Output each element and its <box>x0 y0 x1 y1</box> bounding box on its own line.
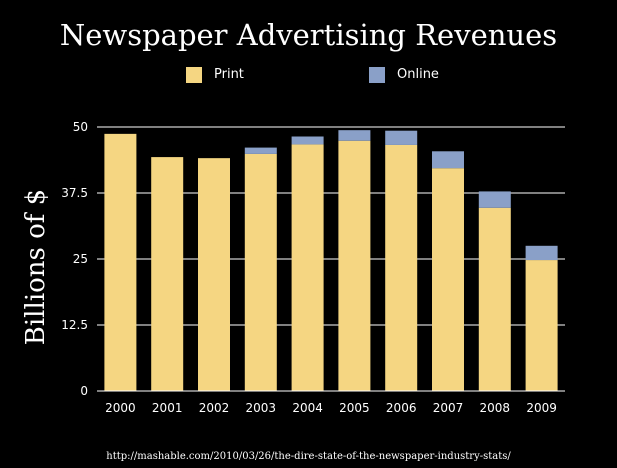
bar-print <box>104 133 137 391</box>
bar-print <box>244 153 277 391</box>
y-tick-label: 37.5 <box>61 186 88 200</box>
bar-online <box>244 147 277 154</box>
legend-swatch-print <box>186 67 202 83</box>
chart-title: Newspaper Advertising Revenues <box>59 18 558 52</box>
legend-label-online: Online <box>397 67 439 82</box>
x-tick-label: 2000 <box>105 401 136 415</box>
bar-print <box>198 158 230 391</box>
x-tick-label: 2009 <box>526 401 557 415</box>
x-tick-label: 2007 <box>433 401 464 415</box>
y-tick-label: 50 <box>73 120 88 134</box>
x-tick-label: 2004 <box>292 401 323 415</box>
bar-print <box>432 168 464 391</box>
bar-online <box>478 191 511 208</box>
bar-online <box>432 151 464 169</box>
bar-print <box>338 140 371 391</box>
bar-print <box>151 157 184 391</box>
y-tick-label: 25 <box>73 252 88 266</box>
x-tick-label: 2001 <box>152 401 183 415</box>
bar-print <box>385 144 418 391</box>
bar-online <box>291 136 324 145</box>
x-tick-label: 2002 <box>199 401 230 415</box>
bar-print <box>291 144 324 391</box>
legend-swatch-online <box>369 67 385 83</box>
bar-online <box>525 245 558 261</box>
bar-online <box>338 130 371 141</box>
x-tick-label: 2003 <box>246 401 277 415</box>
bar-print <box>525 260 558 391</box>
x-tick-label: 2008 <box>480 401 511 415</box>
y-tick-label: 12.5 <box>61 318 88 332</box>
bar-print <box>478 207 511 391</box>
bar-online <box>385 130 418 145</box>
y-tick-label: 0 <box>80 384 88 398</box>
legend-label-print: Print <box>214 67 244 82</box>
x-tick-label: 2005 <box>339 401 370 415</box>
x-tick-label: 2006 <box>386 401 417 415</box>
source-url: http://mashable.com/2010/03/26/the-dire-… <box>106 451 511 462</box>
